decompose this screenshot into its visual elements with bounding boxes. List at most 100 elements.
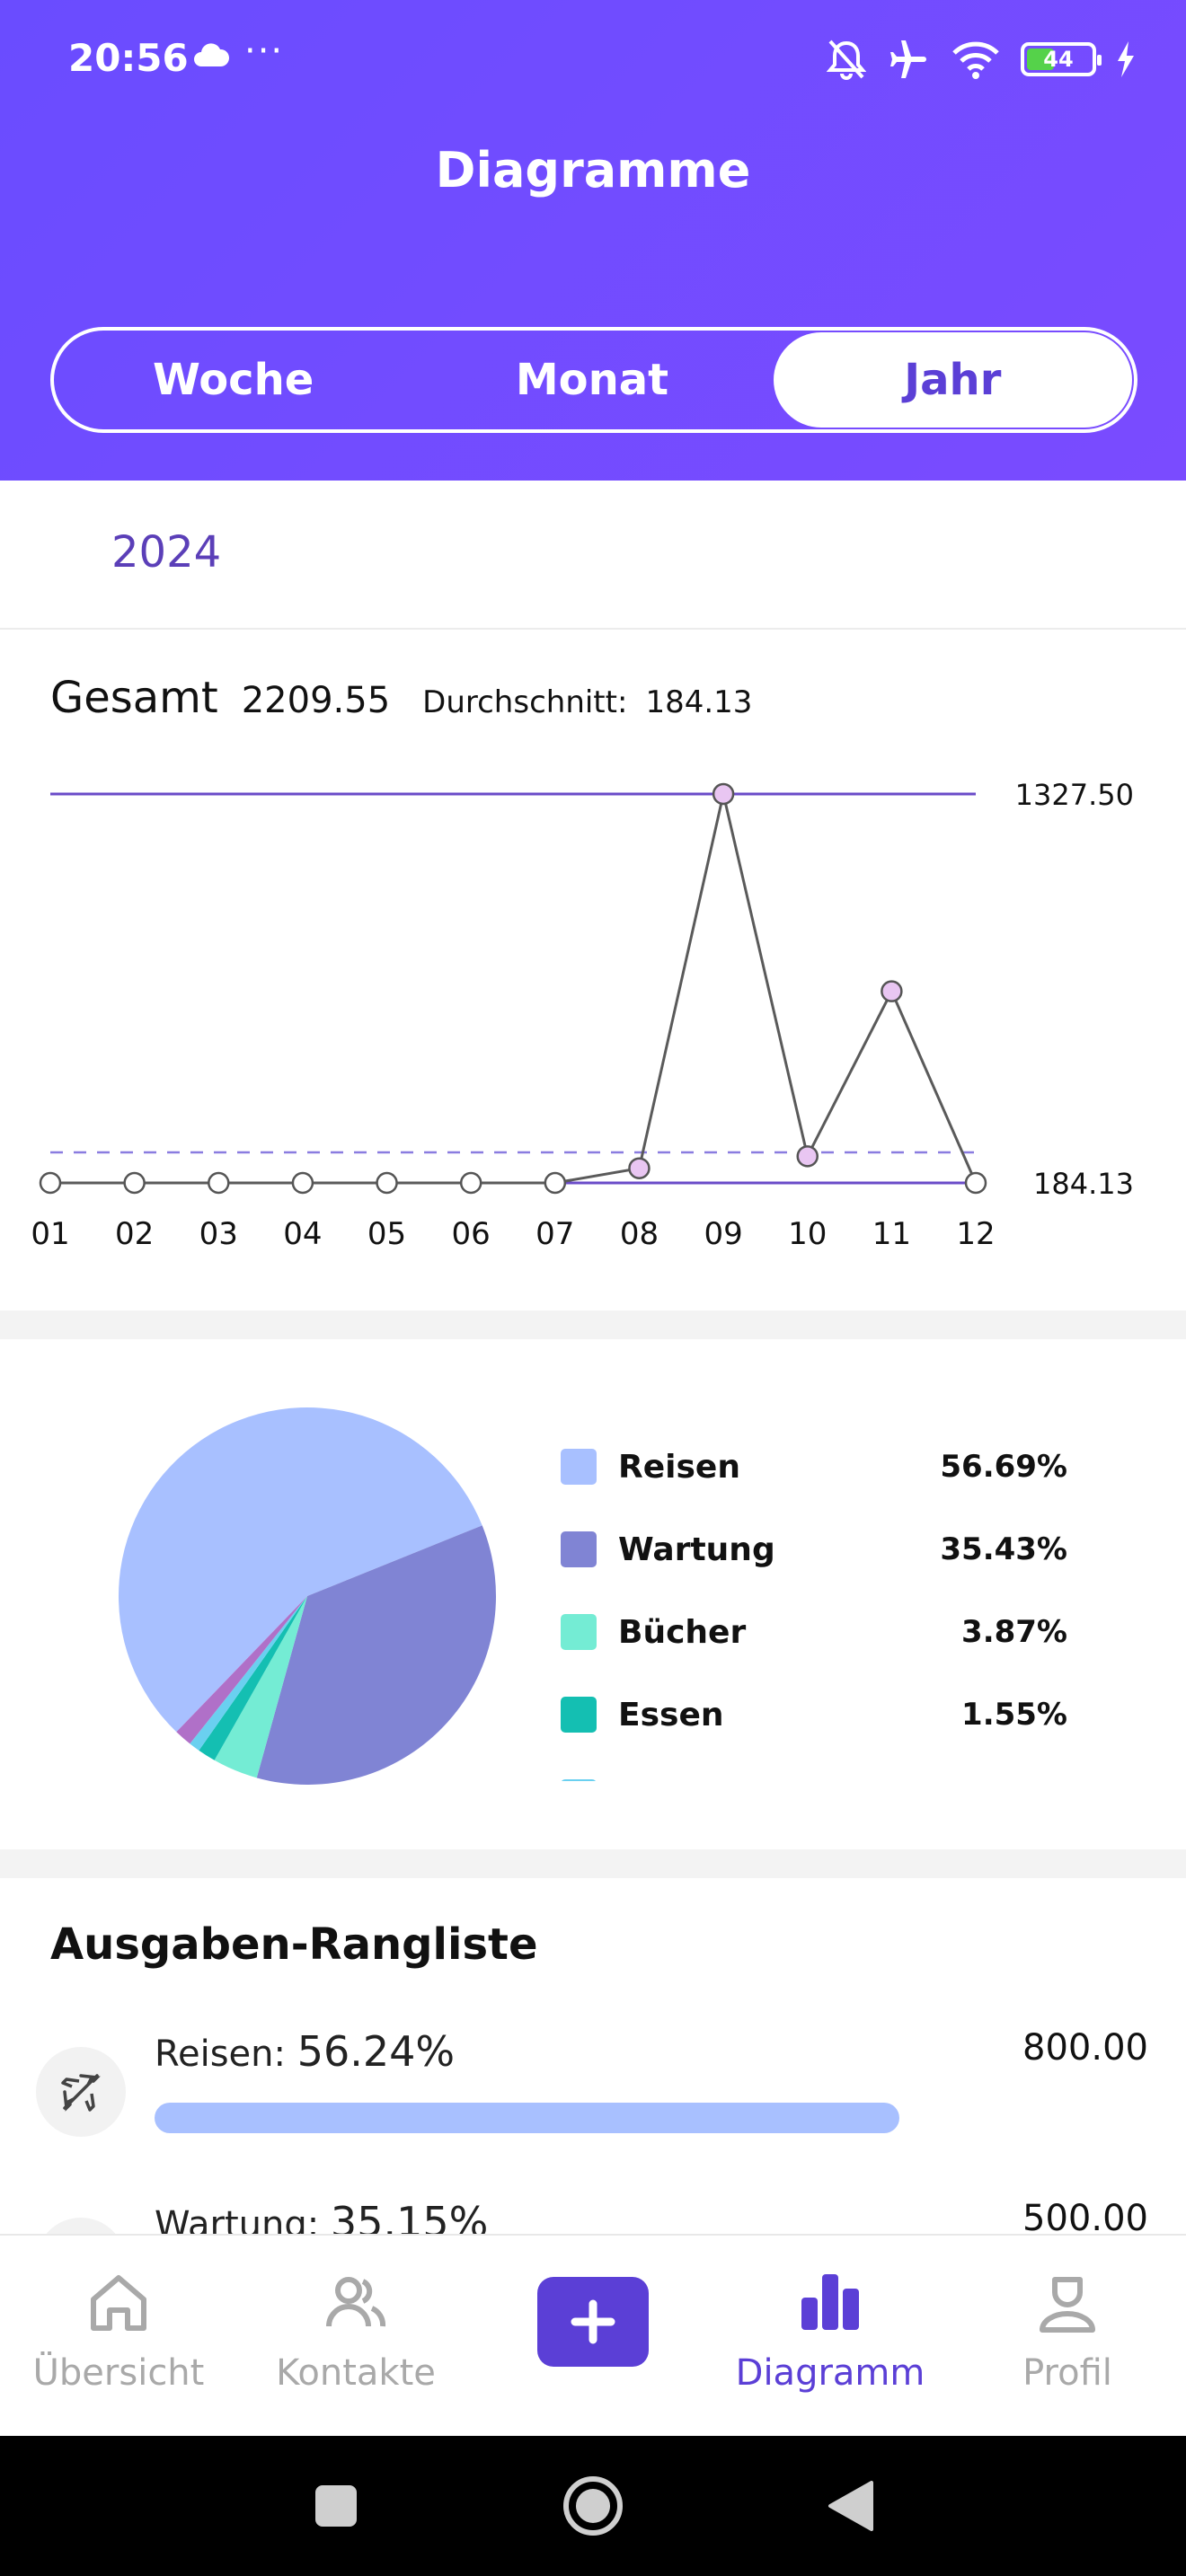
legend-item: Bücher 3.87% xyxy=(561,1591,1067,1673)
ranking-amount: 500.00 xyxy=(1022,2198,1148,2234)
legend-name: Bücher xyxy=(618,1613,747,1651)
tab-week[interactable]: Woche xyxy=(152,355,314,405)
ranking-label: Wartung: 35.15% xyxy=(155,2198,488,2234)
x-tick-label: 11 xyxy=(872,1216,911,1252)
x-tick-label: 07 xyxy=(535,1216,574,1252)
line-chart: 1327.50 184.13 01 02 03 04 05 06 07 08 09 10 11 12 xyxy=(31,778,1134,1252)
recent-apps-button[interactable] xyxy=(302,2472,370,2540)
legend-percentage: 3.87% xyxy=(961,1614,1067,1650)
pie-legend: Reisen 56.69% Wartung 35.43% Bücher 3.87% Esse… xyxy=(561,1425,1067,1781)
status-bar: 20:56 ··· 44 xyxy=(0,0,1186,117)
page-title: Diagramme xyxy=(435,142,751,198)
section-divider xyxy=(0,1849,1186,1878)
ranking-title: Ausgaben-Rangliste xyxy=(50,1919,538,1970)
data-point xyxy=(796,1145,819,1168)
tab-year[interactable]: Jahr xyxy=(773,332,1132,428)
spending-ranking: Ausgaben-Rangliste Reisen: 56.24% 800.00… xyxy=(0,1878,1186,2234)
data-point xyxy=(712,782,735,806)
pie-slice xyxy=(190,1596,307,1751)
x-tick-label: 01 xyxy=(31,1216,69,1252)
status-time: 20:56 xyxy=(68,36,189,80)
more-indicator: ··· xyxy=(244,31,285,72)
period-segmented-control: Woche Monat Jahr xyxy=(50,327,1137,433)
x-tick-label: 08 xyxy=(620,1216,659,1252)
pie-chart xyxy=(119,1407,497,1785)
x-tick-label: 12 xyxy=(956,1216,995,1252)
baseline-value-label: 184.13 xyxy=(1033,1167,1134,1201)
legend-swatch xyxy=(561,1779,597,1781)
legend-percentage: 35.43% xyxy=(940,1531,1067,1567)
data-point xyxy=(628,1157,651,1179)
x-tick-label: 10 xyxy=(788,1216,827,1252)
legend-swatch xyxy=(561,1697,597,1733)
airplane-icon xyxy=(890,40,926,78)
back-button[interactable] xyxy=(816,2472,884,2540)
legend-swatch xyxy=(561,1531,597,1567)
nav-profile-label: Profil xyxy=(1022,2352,1112,2394)
ranking-percentage: 56.24% xyxy=(296,2027,456,2076)
plus-icon xyxy=(571,2299,615,2344)
bar-chart-icon xyxy=(801,2274,859,2330)
data-point xyxy=(208,1171,230,1195)
ranking-item[interactable]: Reisen: 56.24% 800.00 xyxy=(0,2020,1186,2191)
legend-item: Wartung 35.43% xyxy=(561,1508,1067,1591)
legend-swatch xyxy=(561,1614,597,1650)
back-triangle-icon xyxy=(828,2481,873,2531)
data-point xyxy=(123,1171,146,1195)
line-chart-section: 1327.50 184.13 01 02 03 04 05 06 07 08 09 10 11 12 Ge… xyxy=(0,630,1186,1310)
legend-name: Reisen xyxy=(618,1448,740,1486)
ranking-percentage: 35.15% xyxy=(330,2198,489,2234)
home-button[interactable] xyxy=(559,2472,627,2540)
nav-contacts-label: Kontakte xyxy=(276,2352,436,2394)
ranking-amount: 800.00 xyxy=(1022,2027,1148,2069)
nav-contacts[interactable]: Kontakte xyxy=(237,2236,474,2438)
home-icon xyxy=(91,2275,146,2331)
data-point xyxy=(459,1171,482,1195)
year-selector[interactable]: 2024 xyxy=(111,527,222,578)
data-point xyxy=(881,980,903,1002)
nav-charts-label: Diagramm xyxy=(735,2352,925,2394)
legend-item: Essen 1.55% xyxy=(561,1673,1067,1756)
legend-swatch xyxy=(561,1449,597,1485)
average-label: Durchschnitt: xyxy=(422,684,628,720)
max-value-label: 1327.50 xyxy=(1015,778,1134,812)
pie-slice xyxy=(214,1596,307,1778)
legend-item: Reisen 56.69% xyxy=(561,1425,1067,1508)
average-value: 184.13 xyxy=(645,684,753,720)
battery-icon: 44 xyxy=(1021,42,1102,76)
charging-icon xyxy=(1118,41,1134,77)
legend-name: Essen xyxy=(618,1696,724,1734)
total-label: Gesamt xyxy=(50,673,218,723)
system-navigation-bar xyxy=(0,2436,1186,2576)
total-value: 2209.55 xyxy=(241,680,391,721)
x-tick-label: 06 xyxy=(452,1216,491,1252)
data-point xyxy=(376,1171,398,1195)
cloud-icon xyxy=(194,43,230,66)
profile-icon xyxy=(1040,2277,1095,2333)
nav-profile[interactable]: Profil xyxy=(949,2236,1186,2438)
legend-name: Verkehr xyxy=(618,1779,961,1782)
series-line xyxy=(50,793,978,1185)
tab-month[interactable]: Monat xyxy=(515,355,669,405)
summary-row: Gesamt 2209.55 Durchschnitt: 184.13 xyxy=(50,673,752,723)
pie-slice xyxy=(119,1407,482,1733)
nav-overview-label: Übersicht xyxy=(32,2352,205,2394)
nav-overview[interactable]: Übersicht xyxy=(0,2236,237,2438)
ranking-category: Reisen: xyxy=(155,2033,286,2075)
mute-icon xyxy=(827,40,866,80)
add-button[interactable] xyxy=(537,2277,649,2367)
wifi-icon xyxy=(952,41,999,79)
wrench-icon xyxy=(36,2218,126,2234)
pie-chart-section: Reisen 56.69% Wartung 35.43% Bücher 3.87% Esse… xyxy=(0,1339,1186,1849)
legend-name: Wartung xyxy=(618,1531,775,1568)
pie-slice xyxy=(176,1596,307,1744)
ranking-category: Wartung: xyxy=(155,2204,320,2234)
nav-charts[interactable]: Diagramm xyxy=(712,2236,949,2438)
ranking-progress-bar xyxy=(155,2103,1015,2133)
section-divider xyxy=(0,1310,1186,1339)
status-icons: 44 xyxy=(827,36,1136,83)
ranking-item[interactable]: Wartung: 35.15% 500.00 xyxy=(0,2191,1186,2234)
airplane-icon xyxy=(36,2047,126,2137)
add-entry-button[interactable] xyxy=(474,2236,712,2438)
data-point xyxy=(39,1171,62,1195)
